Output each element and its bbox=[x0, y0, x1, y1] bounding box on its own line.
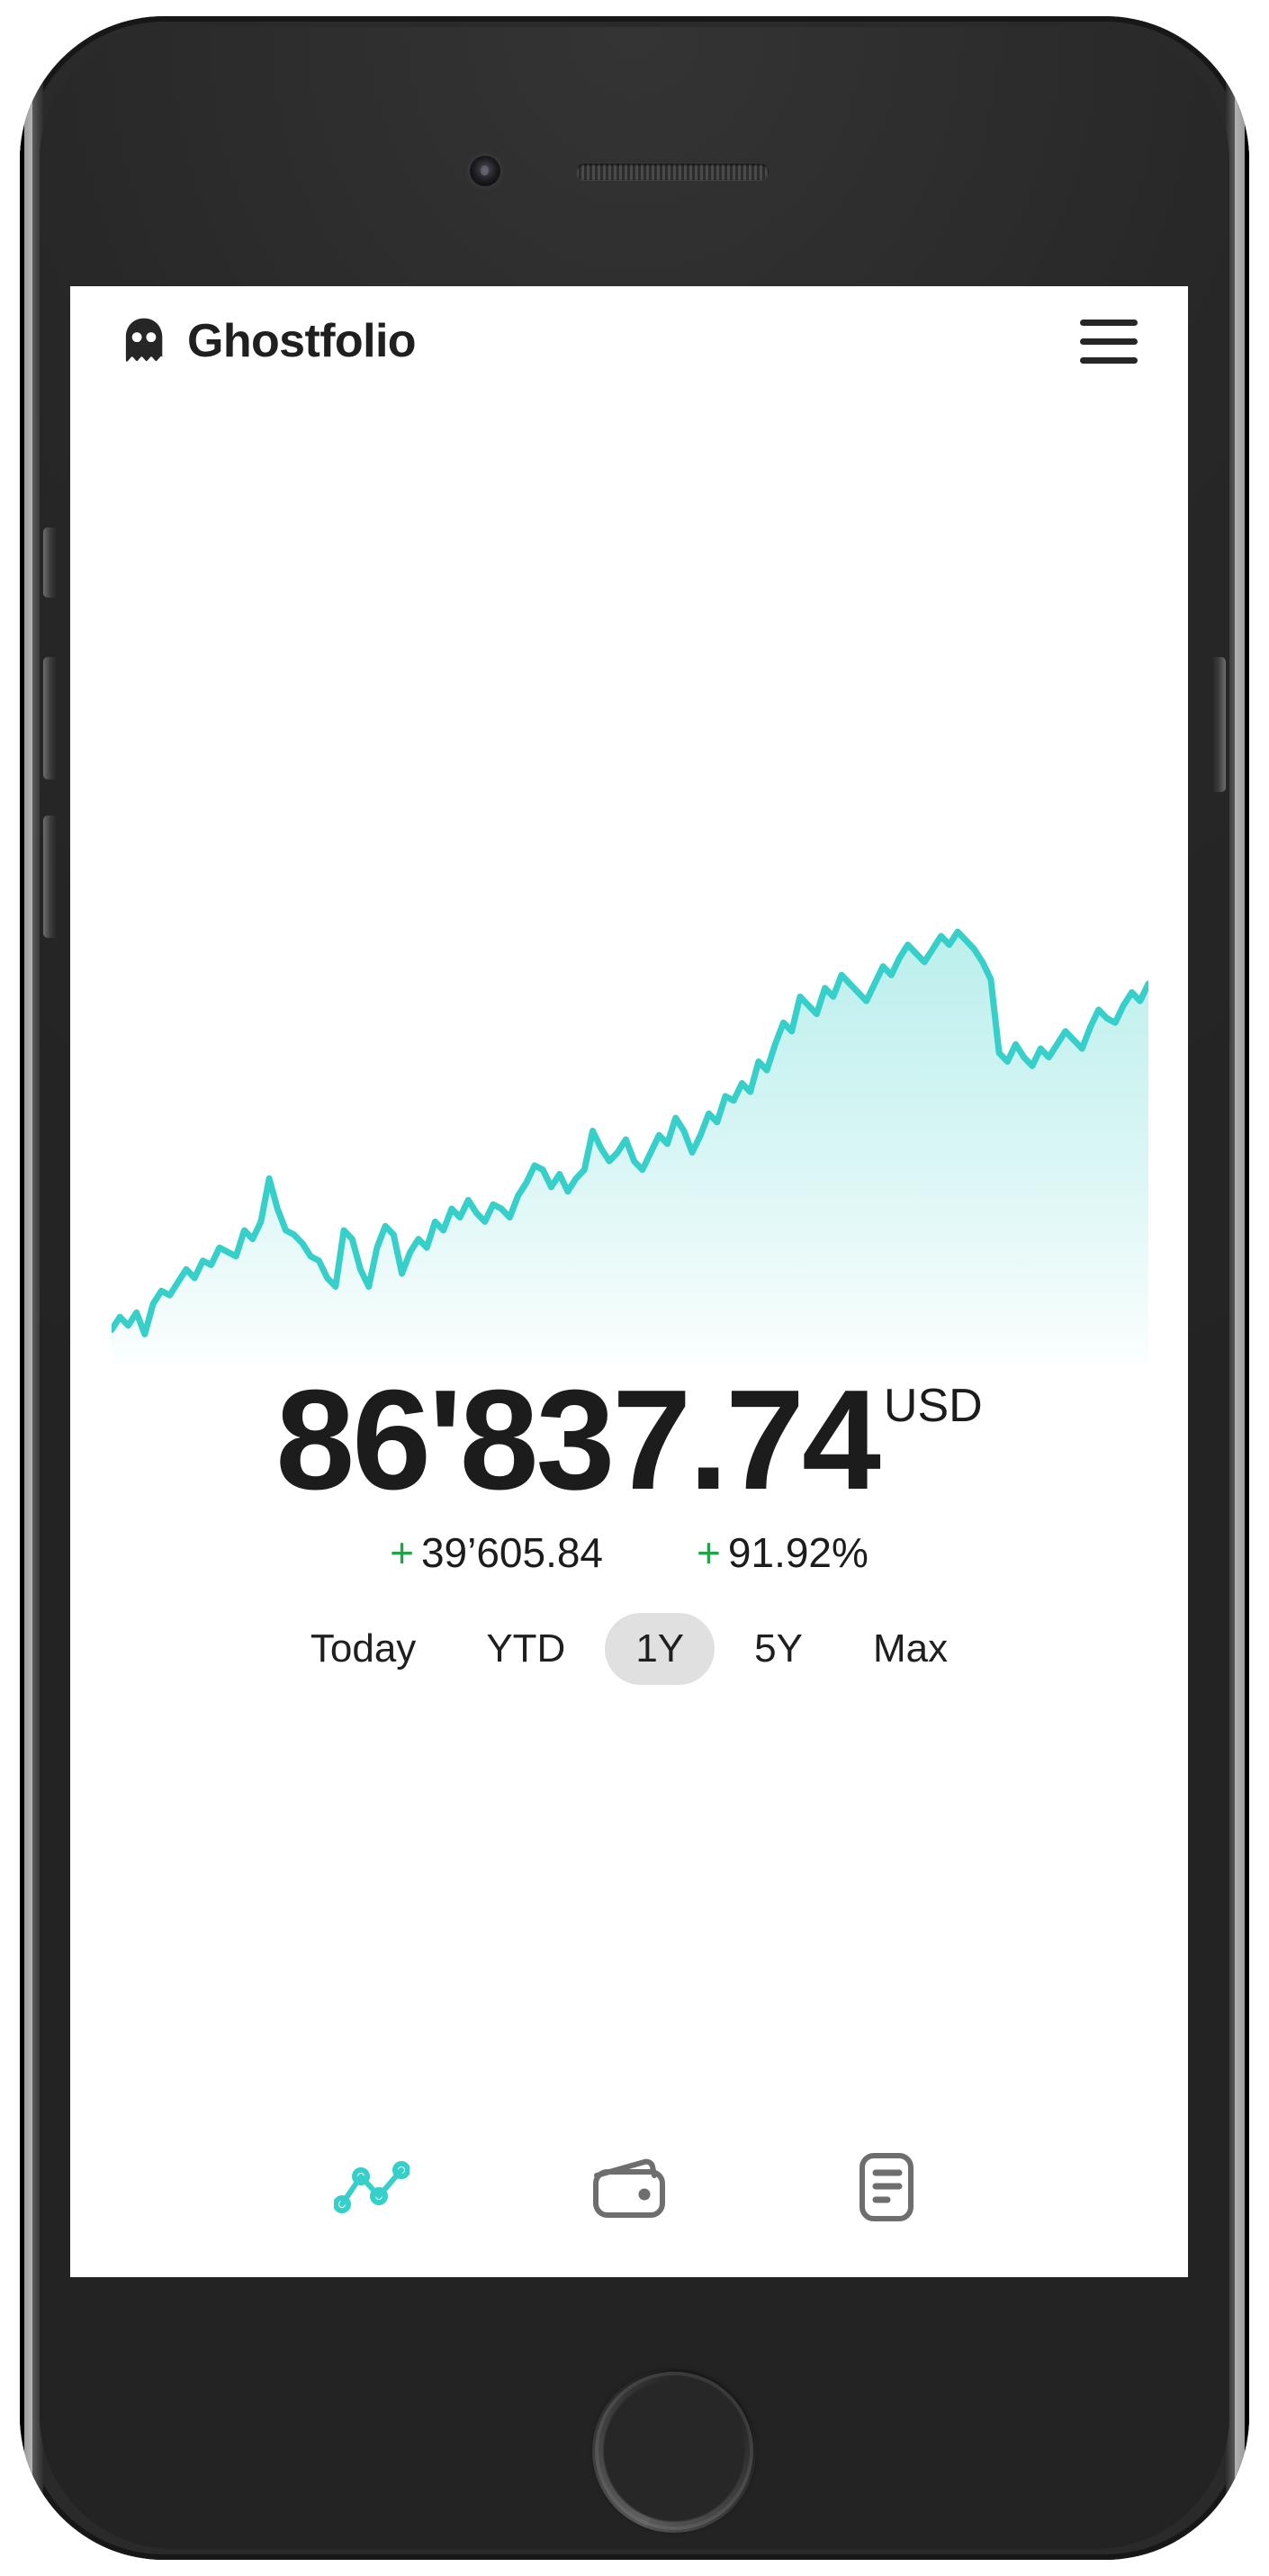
portfolio-change-row: +39’605.84 +91.92% bbox=[70, 1528, 1188, 1577]
portfolio-amount: 86'837.74 bbox=[275, 1361, 881, 1519]
percent-change: +91.92% bbox=[697, 1528, 868, 1577]
time-range-tab-today[interactable]: Today bbox=[280, 1613, 446, 1685]
bottom-navigation bbox=[70, 2140, 1188, 2234]
portfolio-value: 86'837.74 USD bbox=[275, 1361, 983, 1519]
hamburger-bar bbox=[1080, 319, 1138, 326]
silent-switch-button[interactable] bbox=[43, 527, 56, 598]
analytics-line-chart-icon bbox=[334, 2160, 410, 2214]
volume-up-button[interactable] bbox=[43, 657, 56, 779]
time-range-tab-1y[interactable]: 1Y bbox=[605, 1613, 716, 1685]
earpiece-speaker bbox=[576, 164, 769, 180]
home-button[interactable] bbox=[595, 2372, 753, 2530]
document-summary-icon bbox=[857, 2151, 916, 2223]
portfolio-currency: USD bbox=[883, 1380, 983, 1432]
power-button[interactable] bbox=[1213, 657, 1226, 792]
volume-down-button[interactable] bbox=[43, 815, 56, 938]
nav-item-summary[interactable] bbox=[840, 2140, 933, 2234]
hamburger-bar bbox=[1080, 356, 1138, 364]
percent-change-value: 91.92% bbox=[727, 1528, 868, 1576]
main-content: 86'837.74 USD +39’605.84 +91.92% Today YT… bbox=[70, 396, 1188, 2277]
hamburger-bar bbox=[1080, 338, 1138, 345]
app-header: Ghostfolio bbox=[70, 286, 1188, 396]
phone-screen: Ghostfolio bbox=[70, 286, 1188, 2277]
percent-change-sign: + bbox=[697, 1528, 721, 1576]
time-range-tabs: Today YTD 1Y 5Y Max bbox=[70, 1613, 1188, 1685]
time-range-tab-ytd[interactable]: YTD bbox=[455, 1613, 596, 1685]
brand[interactable]: Ghostfolio bbox=[119, 315, 417, 367]
nav-item-analytics[interactable] bbox=[325, 2140, 418, 2234]
time-range-tab-max[interactable]: Max bbox=[842, 1613, 978, 1685]
portfolio-performance-chart[interactable] bbox=[112, 914, 1148, 1365]
portfolio-value-block: 86'837.74 USD +39’605.84 +91.92% bbox=[70, 1361, 1188, 1577]
wallet-icon bbox=[590, 2154, 668, 2220]
time-range-tab-5y[interactable]: 5Y bbox=[724, 1613, 833, 1685]
hamburger-menu-icon[interactable] bbox=[1076, 316, 1141, 366]
ghost-icon bbox=[119, 316, 169, 366]
absolute-change-value: 39’605.84 bbox=[420, 1528, 604, 1576]
app-title: Ghostfolio bbox=[187, 315, 417, 367]
absolute-change: +39’605.84 bbox=[390, 1528, 603, 1577]
nav-item-wallet[interactable] bbox=[582, 2140, 676, 2234]
absolute-change-sign: + bbox=[390, 1528, 414, 1576]
front-camera-icon bbox=[470, 156, 500, 186]
